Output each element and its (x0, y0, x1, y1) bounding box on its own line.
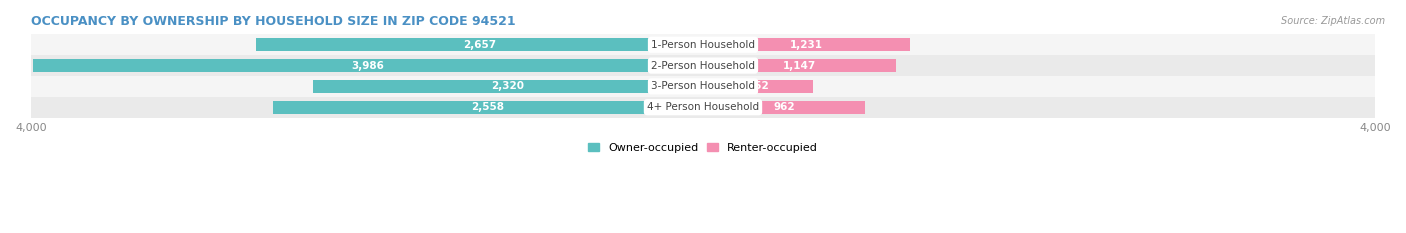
Text: 2,657: 2,657 (463, 40, 496, 50)
Legend: Owner-occupied, Renter-occupied: Owner-occupied, Renter-occupied (583, 138, 823, 158)
Text: Source: ZipAtlas.com: Source: ZipAtlas.com (1281, 16, 1385, 26)
Bar (256, 38, 703, 51)
Bar (703, 101, 865, 114)
Text: OCCUPANCY BY OWNERSHIP BY HOUSEHOLD SIZE IN ZIP CODE 94521: OCCUPANCY BY OWNERSHIP BY HOUSEHOLD SIZE… (31, 15, 516, 28)
Bar (31, 34, 1375, 55)
Text: 4+ Person Household: 4+ Person Household (647, 102, 759, 112)
Text: 652: 652 (747, 81, 769, 91)
Bar (34, 59, 703, 72)
Text: 3,986: 3,986 (352, 61, 384, 71)
Bar (703, 38, 910, 51)
Bar (703, 80, 813, 93)
Text: 1-Person Household: 1-Person Household (651, 40, 755, 50)
Bar (273, 101, 703, 114)
Text: 962: 962 (773, 102, 794, 112)
Text: 2,558: 2,558 (471, 102, 505, 112)
Bar (703, 59, 896, 72)
Text: 1,231: 1,231 (790, 40, 823, 50)
Bar (314, 80, 703, 93)
Bar (31, 97, 1375, 118)
Text: 1,147: 1,147 (783, 61, 815, 71)
Bar (31, 55, 1375, 76)
Text: 2,320: 2,320 (492, 81, 524, 91)
Bar (31, 76, 1375, 97)
Text: 2-Person Household: 2-Person Household (651, 61, 755, 71)
Text: 3-Person Household: 3-Person Household (651, 81, 755, 91)
